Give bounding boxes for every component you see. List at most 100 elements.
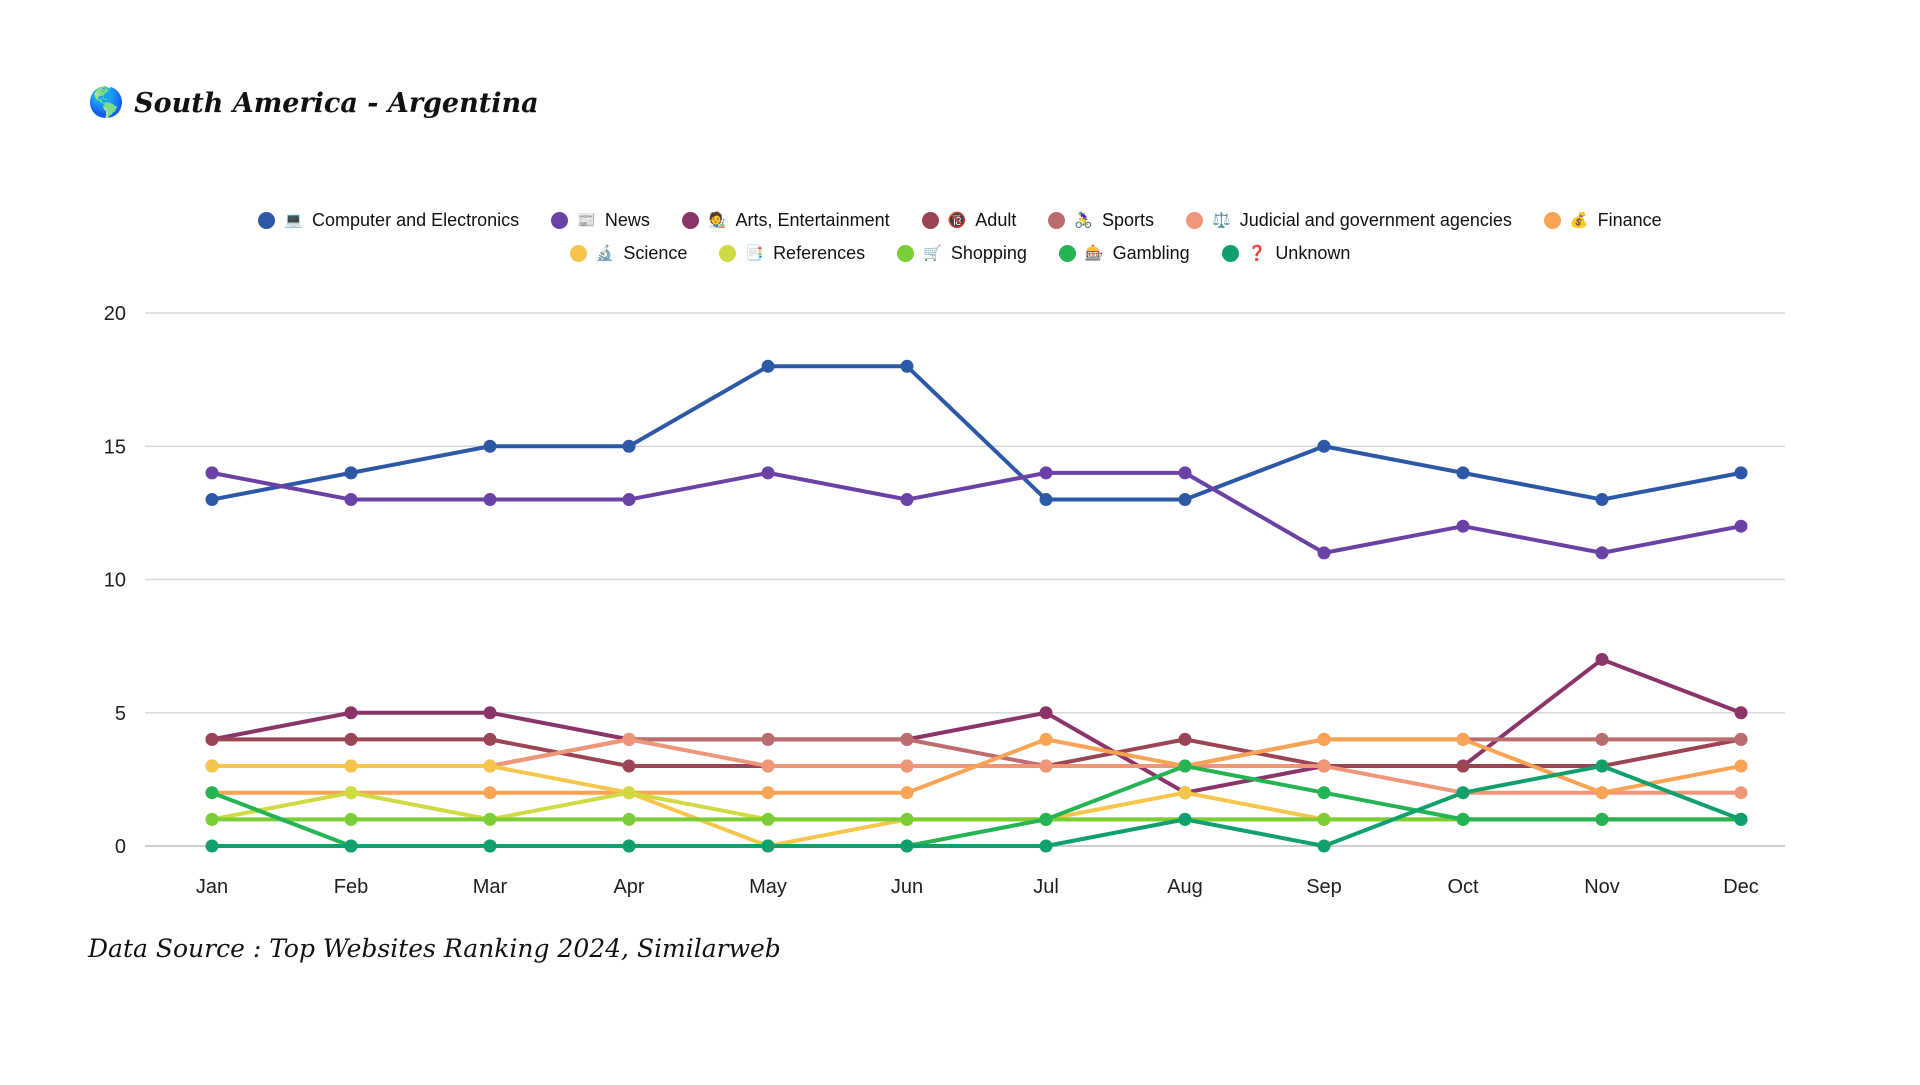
data-point-gambling-Aug	[1178, 759, 1192, 773]
page-title: 🌎 South America - Argentina	[88, 88, 539, 119]
science-icon: 🔬	[595, 245, 615, 262]
data-point-adult-Oct	[1456, 759, 1470, 773]
x-tick-label-aug: Aug	[1167, 876, 1203, 898]
data-point-judicial-and-government-agencies-Sep	[1317, 759, 1331, 773]
data-point-computer-and-electronics-Jul	[1039, 493, 1053, 507]
chart-legend: 💻 Computer and Electronics 📰 News 🧑‍🎨 Arts, E…	[0, 210, 1920, 264]
series-line-computer-and-electronics	[210, 364, 1743, 502]
legend-item-arts-entertainment[interactable]: 🧑‍🎨 Arts, Entertainment	[681, 210, 890, 231]
legend-item-finance[interactable]: 💰 Finance	[1543, 210, 1662, 231]
data-point-gambling-Nov	[1595, 812, 1609, 826]
data-point-adult-Mar	[483, 732, 497, 746]
y-tick-label-0: 0	[115, 836, 126, 858]
y-tick-label-5: 5	[115, 703, 126, 725]
data-point-unknown-Dec	[1734, 812, 1748, 826]
legend-item-gambling[interactable]: 🎰 Gambling	[1058, 243, 1190, 264]
data-point-unknown-Jul	[1039, 839, 1053, 853]
data-point-gambling-Oct	[1456, 812, 1470, 826]
legend-item-sports[interactable]: 🚴‍♀️ Sports	[1048, 210, 1154, 231]
data-point-finance-Dec	[1734, 759, 1748, 773]
x-tick-label-nov: Nov	[1584, 876, 1620, 898]
data-point-shopping-Mar	[483, 812, 497, 826]
data-point-unknown-Feb	[344, 839, 358, 853]
legend-swatch	[569, 245, 587, 262]
y-tick-label-15: 15	[104, 436, 126, 458]
data-point-computer-and-electronics-Oct	[1456, 466, 1470, 480]
data-point-sports-May	[761, 732, 775, 746]
legend-label: Sports	[1102, 210, 1155, 230]
legend-item-shopping[interactable]: 🛒 Shopping	[897, 243, 1027, 264]
legend-item-references[interactable]: 📑 References	[719, 243, 865, 264]
legend-row-1: 💻 Computer and Electronics 📰 News 🧑‍🎨 Arts, E…	[0, 210, 1920, 231]
data-source-note: Data Source : Top Websites Ranking 2024,…	[88, 934, 781, 963]
series-line-arts-entertainment	[210, 657, 1743, 795]
legend-label: News	[604, 210, 650, 230]
data-point-finance-Oct	[1456, 732, 1470, 746]
legend-row-2: 🔬 Science 📑 References 🛒 Shopping 🎰 Gambling ❓ Un…	[0, 243, 1920, 264]
data-point-judicial-and-government-agencies-Jun	[900, 759, 914, 773]
legend-item-adult[interactable]: 🔞 Adult	[921, 210, 1016, 231]
data-point-news-Jan	[205, 466, 219, 480]
data-point-references-Feb	[344, 786, 358, 800]
series-line-references	[210, 790, 1743, 822]
data-point-finance-Sep	[1317, 732, 1331, 746]
data-point-news-Sep	[1317, 546, 1331, 560]
legend-swatch	[719, 245, 737, 262]
unknown-icon: ❓	[1247, 245, 1267, 262]
legend-swatch	[1543, 212, 1561, 229]
series-line-unknown	[210, 764, 1743, 848]
y-tick-label-10: 10	[104, 570, 126, 592]
data-point-news-Dec	[1734, 519, 1748, 533]
data-point-computer-and-electronics-Jan	[205, 493, 219, 507]
data-point-science-Mar	[483, 759, 497, 773]
legend-swatch	[897, 245, 915, 262]
data-point-unknown-Mar	[483, 839, 497, 853]
legend-swatch	[1058, 245, 1076, 262]
data-point-computer-and-electronics-May	[761, 359, 775, 373]
series-line-sports	[210, 737, 1743, 769]
legend-item-news[interactable]: 📰 News	[551, 210, 650, 231]
computer-and-electronics-icon: 💻	[284, 212, 304, 229]
data-point-adult-Apr	[622, 759, 636, 773]
legend-label: Science	[623, 243, 688, 263]
data-point-news-Jul	[1039, 466, 1053, 480]
series-line-gambling	[210, 764, 1743, 848]
data-point-finance-Jul	[1039, 732, 1053, 746]
data-point-science-Aug	[1178, 786, 1192, 800]
legend-swatch	[1221, 245, 1239, 262]
sports-icon: 🚴‍♀️	[1074, 212, 1094, 229]
data-point-judicial-and-government-agencies-Dec	[1734, 786, 1748, 800]
data-point-arts-entertainment-Nov	[1595, 652, 1609, 666]
x-tick-label-jan: Jan	[196, 876, 228, 898]
data-point-finance-Nov	[1595, 786, 1609, 800]
legend-swatch	[1186, 212, 1204, 229]
data-point-judicial-and-government-agencies-May	[761, 759, 775, 773]
data-point-arts-entertainment-Dec	[1734, 706, 1748, 720]
legend-item-unknown[interactable]: ❓ Unknown	[1221, 243, 1351, 264]
legend-swatch	[551, 212, 569, 229]
data-point-shopping-Jun	[900, 812, 914, 826]
data-point-arts-entertainment-Feb	[344, 706, 358, 720]
data-point-finance-Jun	[900, 786, 914, 800]
y-tick-label-20: 20	[104, 303, 126, 325]
legend-item-computer-and-electronics[interactable]: 💻 Computer and Electronics	[258, 210, 519, 231]
legend-item-judicial-and-government-agencies[interactable]: ⚖️ Judicial and government agencies	[1186, 210, 1512, 231]
legend-label: Arts, Entertainment	[735, 210, 890, 230]
data-point-adult-Aug	[1178, 732, 1192, 746]
legend-label: Judicial and government agencies	[1239, 210, 1512, 230]
x-tick-label-feb: Feb	[334, 876, 368, 898]
data-point-sports-Jun	[900, 732, 914, 746]
x-tick-label-jun: Jun	[891, 876, 923, 898]
data-point-unknown-Apr	[622, 839, 636, 853]
judicial-and-government-agencies-icon: ⚖️	[1212, 212, 1231, 229]
legend-label: Unknown	[1275, 243, 1351, 263]
data-point-unknown-Nov	[1595, 759, 1609, 773]
legend-label: Finance	[1597, 210, 1662, 230]
x-tick-label-sep: Sep	[1306, 876, 1342, 898]
legend-item-science[interactable]: 🔬 Science	[569, 243, 688, 264]
legend-swatch	[1048, 212, 1066, 229]
x-tick-label-dec: Dec	[1723, 876, 1759, 898]
data-point-computer-and-electronics-Dec	[1734, 466, 1748, 480]
data-point-news-Mar	[483, 493, 497, 507]
